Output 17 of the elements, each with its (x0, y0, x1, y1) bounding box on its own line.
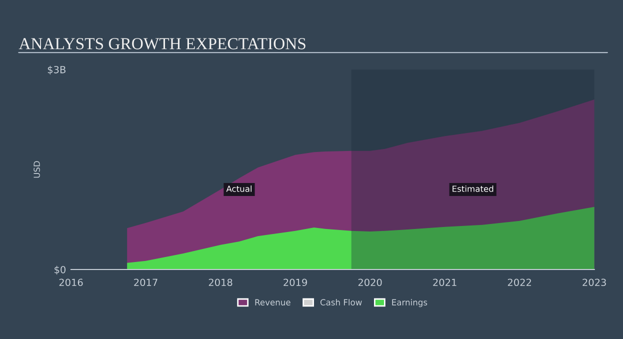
x-tick-label: 2020 (358, 278, 382, 286)
y-tick-label: $0 (54, 266, 66, 275)
annotation: Actual (226, 185, 252, 192)
x-tick-label: 2018 (208, 278, 232, 286)
band-label: Estimated (452, 185, 494, 192)
legend-label: Earnings (392, 299, 428, 308)
x-tick-label: 2021 (433, 278, 456, 286)
legend-label: Cash Flow (320, 299, 362, 306)
x-tick-label: 2022 (508, 278, 531, 286)
y-axis-title: USD (34, 161, 40, 178)
chart-title: ANALYSTS GROWTH EXPECTATIONS (18, 38, 306, 50)
x-tick-label: 2017 (134, 278, 158, 286)
x-tick-label: 2019 (284, 278, 307, 286)
legend-label: Revenue (255, 299, 290, 306)
y-tick-label: $3B (48, 66, 66, 75)
x-tick-label: 2023 (582, 278, 606, 286)
x-tick-label: 2016 (59, 278, 83, 286)
